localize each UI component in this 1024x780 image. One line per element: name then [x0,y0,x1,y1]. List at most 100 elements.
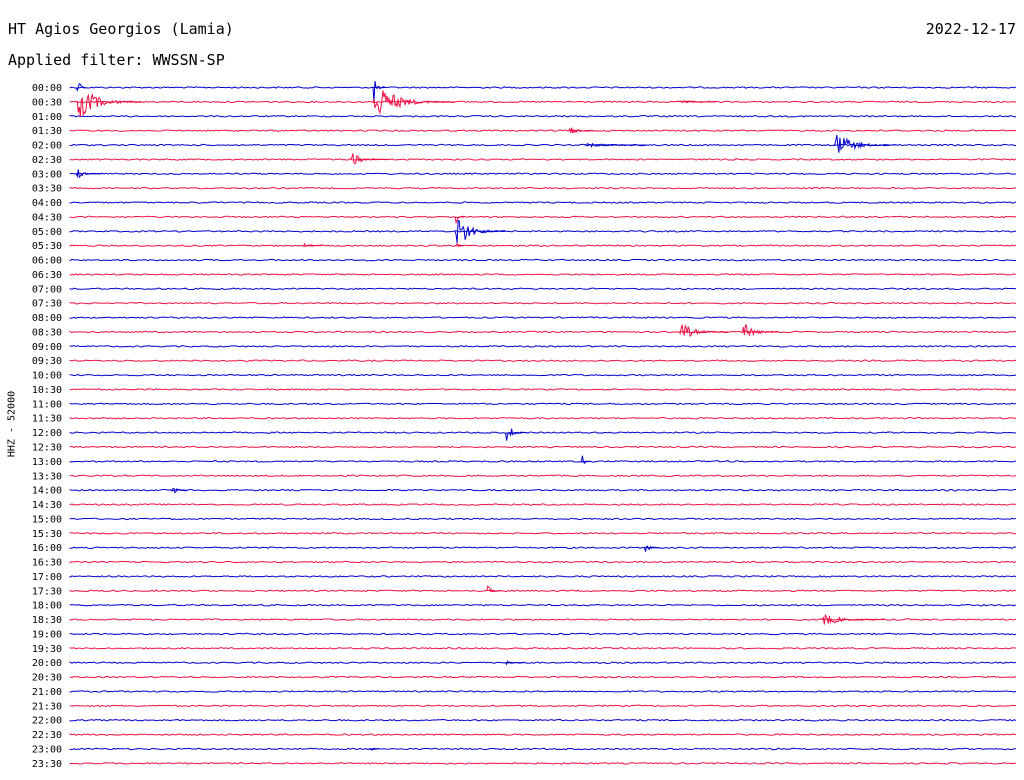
row-time-label: 23:30 [32,759,62,770]
seismic-event [505,428,528,441]
trace-line [69,86,1017,89]
trace-line [69,158,1017,161]
row-time-label: 13:30 [32,471,62,482]
trace-line [69,100,1017,104]
seismic-event [454,219,506,244]
row-time-label: 18:00 [32,601,62,612]
seismic-event [741,324,780,337]
trace-line [69,460,1017,463]
trace-line [69,575,1017,578]
trace-line [69,287,1017,291]
row-time-label: 04:30 [32,212,62,223]
row-time-label: 21:30 [32,701,62,712]
seismic-event [678,324,730,338]
row-time-label: 09:30 [32,356,62,367]
seismic-event [372,80,386,103]
seismic-event [584,142,648,148]
seismic-event [821,613,885,625]
row-time-label: 12:30 [32,443,62,454]
row-time-label: 01:00 [32,112,62,123]
trace-line [69,675,1017,679]
seismic-event [350,153,388,165]
trace-line [69,718,1017,722]
row-time-label: 07:00 [32,284,62,295]
row-time-label: 00:30 [32,97,62,108]
trace-line [69,517,1017,521]
row-time-label: 16:30 [32,558,62,569]
row-time-label: 08:30 [32,327,62,338]
row-time-label: 08:00 [32,313,62,324]
row-time-label: 02:00 [32,141,62,152]
trace-line [69,316,1017,319]
row-time-label: 11:00 [32,399,62,410]
trace-line [69,215,1017,219]
trace-line [69,704,1017,708]
seismic-event [678,100,717,104]
row-time-label: 22:30 [32,730,62,741]
row-time-label: 16:00 [32,543,62,554]
row-time-label: 01:30 [32,126,62,137]
row-time-label: 10:30 [32,385,62,396]
row-time-label: 17:00 [32,572,62,583]
trace-line [69,258,1017,262]
row-time-label: 04:00 [32,198,62,209]
row-time-label: 06:30 [32,270,62,281]
trace-line [69,661,1017,664]
trace-line [69,230,1017,233]
row-time-label: 12:00 [32,428,62,439]
seismic-event [568,127,594,134]
row-time-label: 05:00 [32,227,62,238]
seismic-event [75,82,86,92]
station-title: HT Agios Georgios (Lamia) [8,20,234,38]
trace-line [69,373,1017,377]
seismic-event [505,659,524,666]
row-time-label: 03:30 [32,184,62,195]
row-time-label: 19:30 [32,644,62,655]
trace-line [69,603,1017,607]
trace-line [69,115,1017,118]
row-time-label: 20:00 [32,658,62,669]
row-time-label: 22:00 [32,716,62,727]
trace-line [69,330,1017,334]
row-time-label: 17:30 [32,586,62,597]
trace-line [69,589,1017,593]
seismic-event [170,487,187,494]
trace-line [69,416,1017,420]
row-time-label: 14:00 [32,486,62,497]
row-time-label: 11:30 [32,414,62,425]
trace-line [69,618,1017,621]
trace-line [69,388,1017,391]
trace-line [69,301,1017,305]
seismic-event [369,748,379,751]
trace-line [69,474,1017,478]
row-time-label: 23:00 [32,744,62,755]
trace-line [69,747,1017,751]
seismic-event [833,134,897,153]
row-time-label: 00:00 [32,83,62,94]
seismic-event [454,242,465,248]
row-time-label: 18:30 [32,615,62,626]
trace-line [69,488,1017,492]
row-time-label: 20:30 [32,673,62,684]
row-time-label: 19:00 [32,629,62,640]
trace-line [69,172,1017,176]
seismic-event [372,90,456,115]
trace-line [69,647,1017,650]
filter-label: Applied filter: WWSSN-SP [8,51,225,69]
seismic-event [303,242,322,247]
trace-line [69,244,1017,247]
trace-line [69,273,1017,276]
trace-line [69,445,1017,449]
row-time-label: 15:00 [32,514,62,525]
seismic-event [486,584,502,593]
plot-date: 2022-12-17 [925,20,1016,38]
row-time-label: 03:00 [32,169,62,180]
trace-line [69,503,1017,506]
row-time-label: 13:00 [32,457,62,468]
trace-line [69,431,1017,434]
trace-line [69,359,1017,362]
trace-line [69,632,1017,636]
row-time-label: 07:30 [32,299,62,310]
seismic-event [75,169,102,179]
